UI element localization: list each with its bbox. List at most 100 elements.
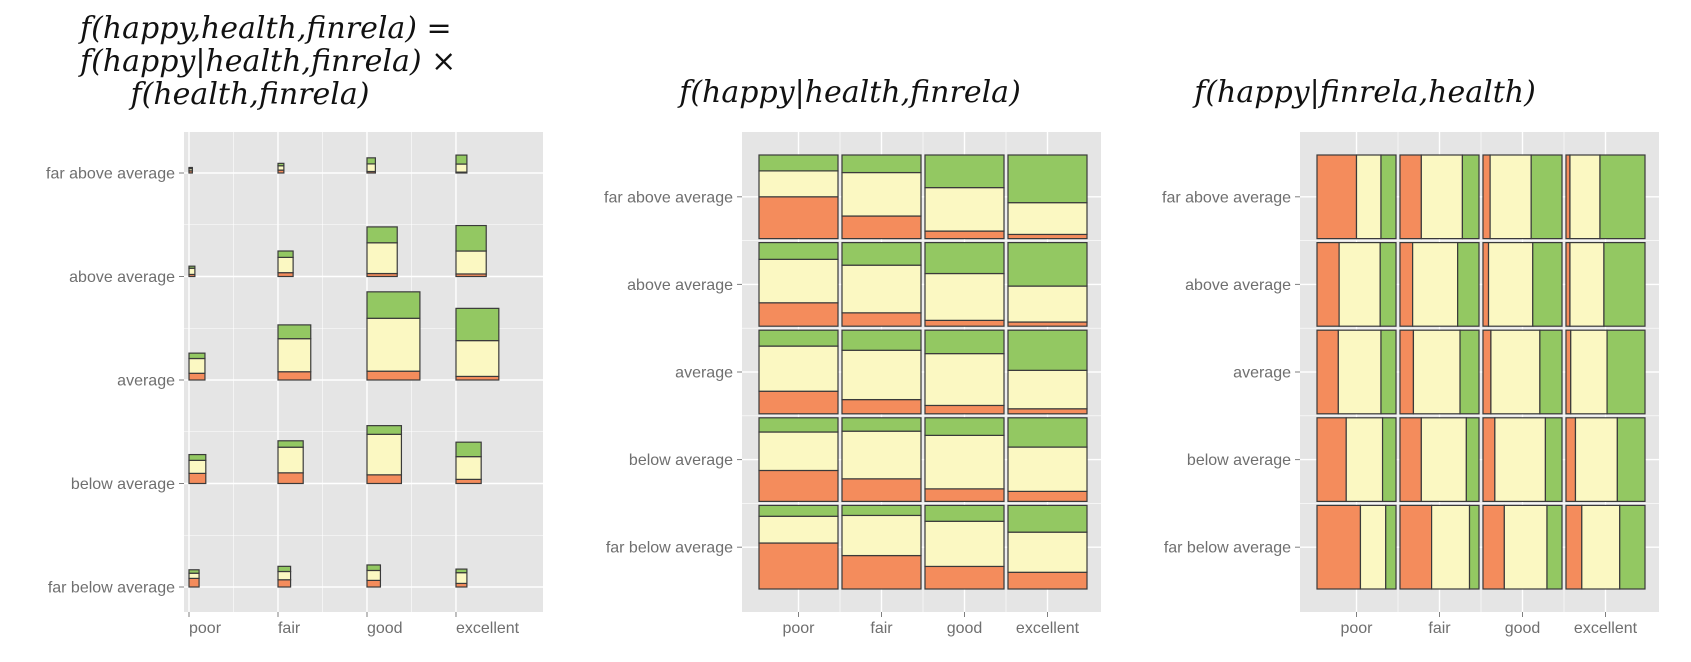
- y-tick-label-average: average: [1233, 365, 1291, 382]
- panel-1-title-line-2: f(happy|health,finrela) ×: [80, 44, 457, 79]
- mosaic-tile: [1007, 242, 1088, 327]
- happy-mid-segment: [277, 446, 304, 474]
- mosaic-tile: [758, 329, 839, 415]
- happy-high-segment: [1539, 329, 1563, 415]
- panel-2: poor fair good excellent far below average be…: [604, 132, 1101, 637]
- happy-mid-segment: [455, 250, 487, 275]
- happy-low-segment: [758, 542, 839, 590]
- happy-mid-segment: [1337, 329, 1382, 415]
- x-tick-label-poor: poor: [189, 620, 222, 637]
- happy-mid-segment: [924, 187, 1005, 232]
- mosaic-tile: [1565, 504, 1646, 590]
- mosaic-tile: [1007, 154, 1088, 240]
- y-tick-label-far-below-average: far below average: [1164, 540, 1291, 557]
- happy-mid-segment: [758, 515, 839, 544]
- happy-high-segment: [277, 440, 304, 448]
- mosaic-tile: [1399, 417, 1480, 502]
- mosaic-tile: [1482, 329, 1563, 415]
- happy-high-segment: [841, 329, 922, 351]
- x-tick-label-fair: fair: [1428, 620, 1451, 637]
- happy-mid-segment: [1007, 202, 1088, 236]
- happy-mid-segment: [1420, 154, 1464, 240]
- happy-mid-segment: [924, 520, 1005, 568]
- happy-low-segment: [277, 371, 312, 381]
- happy-mid-segment: [455, 456, 482, 480]
- happy-low-segment: [1007, 408, 1088, 415]
- happy-high-segment: [1465, 417, 1480, 502]
- happy-mid-segment: [841, 514, 922, 557]
- mosaic-tile: [455, 307, 500, 381]
- y-tick-label-far-below-average: far below average: [606, 540, 733, 557]
- happy-low-segment: [1399, 242, 1414, 327]
- y-tick-label-average: average: [675, 365, 733, 382]
- mosaic-tile: [188, 265, 196, 278]
- happy-mid-segment: [366, 242, 398, 275]
- mosaic-tile: [1316, 242, 1397, 327]
- happy-mid-segment: [1494, 417, 1547, 502]
- happy-mid-segment: [1581, 504, 1621, 590]
- happy-mid-segment: [1412, 242, 1459, 327]
- happy-high-segment: [277, 250, 294, 258]
- y-tick-label-above-average: above average: [69, 269, 175, 286]
- mosaic-tile: [188, 166, 193, 174]
- happy-low-segment: [1316, 504, 1362, 590]
- happy-high-segment: [455, 224, 487, 252]
- happy-low-segment: [924, 230, 1005, 240]
- happy-low-segment: [188, 577, 200, 588]
- happy-high-segment: [841, 242, 922, 266]
- mosaic-tile: [758, 417, 839, 502]
- mosaic-tile: [1399, 242, 1480, 327]
- happy-high-segment: [1007, 242, 1088, 287]
- happy-mid-segment: [1007, 531, 1088, 573]
- happy-low-segment: [1007, 490, 1088, 503]
- mosaic-tile: [277, 565, 292, 588]
- happy-low-segment: [924, 565, 1005, 590]
- happy-mid-segment: [1489, 154, 1532, 240]
- happy-high-segment: [1380, 329, 1397, 415]
- happy-mid-segment: [277, 256, 294, 274]
- mosaic-tile: [1482, 154, 1563, 240]
- happy-low-segment: [277, 579, 292, 588]
- happy-high-segment: [1606, 329, 1646, 415]
- mosaic-tile: [758, 504, 839, 590]
- mosaic-tile: [277, 162, 285, 174]
- x-tick-label-good: good: [947, 620, 983, 637]
- mosaic-tile: [1399, 154, 1480, 240]
- happy-mid-segment: [1490, 329, 1541, 415]
- happy-mid-segment: [1430, 504, 1471, 590]
- mosaic-tile: [188, 352, 206, 381]
- happy-mid-segment: [1503, 504, 1548, 590]
- panel-2-title: f(happy|health,finrela): [640, 76, 1060, 109]
- happy-mid-segment: [277, 338, 312, 373]
- happy-low-segment: [277, 472, 304, 485]
- mosaic-tile: [1565, 154, 1646, 240]
- y-tick-label-above-average: above average: [627, 277, 733, 294]
- happy-mid-segment: [188, 459, 207, 474]
- happy-high-segment: [924, 329, 1005, 355]
- happy-high-segment: [1459, 329, 1480, 415]
- mosaic-tile: [1399, 504, 1480, 590]
- mosaic-tile: [1482, 504, 1563, 590]
- mosaic-tile: [277, 250, 294, 278]
- happy-mid-segment: [455, 163, 468, 173]
- y-tick-label-below-average: below average: [71, 476, 175, 493]
- x-tick-label-good: good: [1505, 620, 1541, 637]
- y-tick-label-far-above-average: far above average: [604, 189, 733, 206]
- y-tick-label-far-above-average: far above average: [1162, 189, 1291, 206]
- mosaic-tile: [1316, 329, 1397, 415]
- happy-mid-segment: [188, 357, 206, 374]
- happy-high-segment: [758, 154, 839, 172]
- panel-2-title-line-1: f(happy|health,finrela): [679, 75, 1021, 110]
- happy-low-segment: [1482, 417, 1496, 502]
- happy-low-segment: [841, 554, 922, 590]
- happy-low-segment: [1316, 329, 1339, 415]
- mosaic-tile: [455, 224, 487, 278]
- happy-low-segment: [1316, 154, 1358, 240]
- happy-high-segment: [841, 504, 922, 517]
- x-tick-label-good: good: [367, 620, 403, 637]
- happy-mid-segment: [1007, 446, 1088, 492]
- happy-high-segment: [1379, 242, 1397, 327]
- mosaic-tile: [841, 504, 922, 590]
- x-tick-label-fair: fair: [278, 620, 301, 637]
- happy-high-segment: [841, 417, 922, 432]
